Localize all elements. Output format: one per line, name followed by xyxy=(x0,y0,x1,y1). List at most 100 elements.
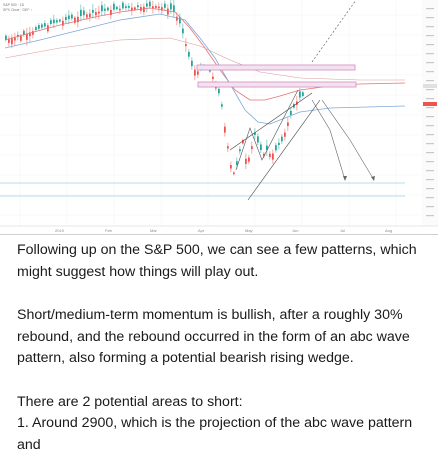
candle-body xyxy=(38,25,40,29)
candle-body xyxy=(104,8,106,11)
candle-body xyxy=(155,6,157,8)
candle-body xyxy=(164,3,166,8)
price-scale-tick xyxy=(426,215,434,217)
price-scale-tick xyxy=(426,62,434,64)
candle-body xyxy=(272,153,274,160)
candle-body xyxy=(5,35,7,40)
scenario-arrow-2 xyxy=(321,99,375,181)
candle-body xyxy=(125,6,127,8)
candle-body xyxy=(32,31,34,35)
candle-body xyxy=(278,142,280,145)
time-tick-3: Apr xyxy=(198,228,205,233)
candle-body xyxy=(302,92,304,96)
candle-body xyxy=(218,88,220,94)
candle-body xyxy=(221,104,223,107)
short-zone-lower[interactable] xyxy=(197,81,357,88)
candle-body xyxy=(17,34,19,37)
candle-body xyxy=(224,126,226,133)
price-scale-tick xyxy=(426,80,434,82)
candle-body xyxy=(263,153,265,157)
candle-body xyxy=(80,9,82,16)
chart-header-title: S&P 500 · 1D xyxy=(3,3,25,7)
candle-body xyxy=(110,10,112,16)
candle-body xyxy=(119,8,121,11)
candle-body xyxy=(239,149,241,152)
candle-body xyxy=(41,24,43,28)
candle-body xyxy=(299,91,301,98)
time-tick-7: Aug xyxy=(385,228,392,233)
scenario-arrowhead-2 xyxy=(371,176,375,181)
candle-body xyxy=(92,9,94,13)
time-tick-4: May xyxy=(245,228,253,233)
post-paragraph-intro: Following up on the S&P 500, we can see … xyxy=(17,242,417,280)
candle-body xyxy=(86,14,88,18)
candle-body xyxy=(290,110,292,115)
wedge-upper-line xyxy=(229,92,313,151)
price-scale[interactable] xyxy=(422,0,438,226)
candle-body xyxy=(68,15,70,20)
candle-body xyxy=(161,7,163,11)
short-zone-upper[interactable] xyxy=(196,64,356,71)
candle-body xyxy=(134,7,136,10)
candlestick-chart[interactable]: S&P 500 · 1D SPX Cboe · DEF ↑ 2019 Feb M… xyxy=(0,0,438,234)
candle-body xyxy=(182,28,184,34)
candle-body xyxy=(245,158,247,164)
time-tick-5: Jun xyxy=(292,228,298,233)
time-tick-1: Feb xyxy=(105,228,113,233)
candle-body xyxy=(122,2,124,9)
candle-body xyxy=(170,3,172,10)
wedge-lower-line xyxy=(247,99,321,201)
post-paragraph-short-areas: There are 2 potential areas to short: xyxy=(17,393,243,410)
candle-body xyxy=(143,6,145,13)
candle-body xyxy=(188,51,190,57)
candle-body xyxy=(53,19,55,24)
candle-body xyxy=(98,11,100,14)
candle-body xyxy=(260,144,262,150)
candle-body xyxy=(26,33,28,40)
candle-body xyxy=(65,16,67,20)
candle-body xyxy=(179,17,181,24)
price-scale-tick xyxy=(426,71,434,73)
price-scale-tick xyxy=(426,206,434,208)
price-scale-tick xyxy=(426,161,434,163)
candle-body xyxy=(20,36,22,41)
price-scale-tick xyxy=(426,17,434,19)
candle-body xyxy=(176,16,178,21)
candle-body xyxy=(116,6,118,10)
candle-body xyxy=(212,76,214,80)
candle-body xyxy=(137,5,139,8)
candle-body xyxy=(173,5,175,12)
price-scale-tick xyxy=(426,89,434,91)
candle-body xyxy=(242,140,244,144)
candle-body xyxy=(287,122,289,126)
candle-body xyxy=(35,27,37,30)
candle-body xyxy=(59,19,61,22)
candle-body xyxy=(74,17,76,23)
candle-body xyxy=(83,10,85,16)
candle-body xyxy=(248,157,250,162)
price-scale-tick xyxy=(426,8,434,10)
candle-body xyxy=(29,32,31,37)
candle-body xyxy=(71,14,73,19)
last-price-marker xyxy=(423,102,437,106)
candle-body xyxy=(107,7,109,11)
candle-body xyxy=(56,20,58,23)
candle-body xyxy=(266,145,268,150)
candle-body xyxy=(233,172,235,175)
candle-body xyxy=(236,161,238,165)
price-scale-tick xyxy=(426,98,434,100)
candle-body xyxy=(149,1,151,7)
candle-body xyxy=(89,13,91,18)
candle-body xyxy=(14,37,16,41)
candle-body xyxy=(11,38,13,45)
price-scale-tick xyxy=(426,125,434,127)
candle-body xyxy=(185,44,187,47)
abc-wave-path xyxy=(235,89,299,171)
price-scale-tick xyxy=(426,107,434,109)
price-chart-panel[interactable]: S&P 500 · 1D SPX Cboe · DEF ↑ 2019 Feb M… xyxy=(0,0,438,235)
fast-moving-average-line xyxy=(4,7,406,101)
price-scale-tick xyxy=(426,44,434,46)
candle-body xyxy=(158,6,160,9)
candle-body xyxy=(62,20,64,26)
candle-body xyxy=(146,3,148,7)
